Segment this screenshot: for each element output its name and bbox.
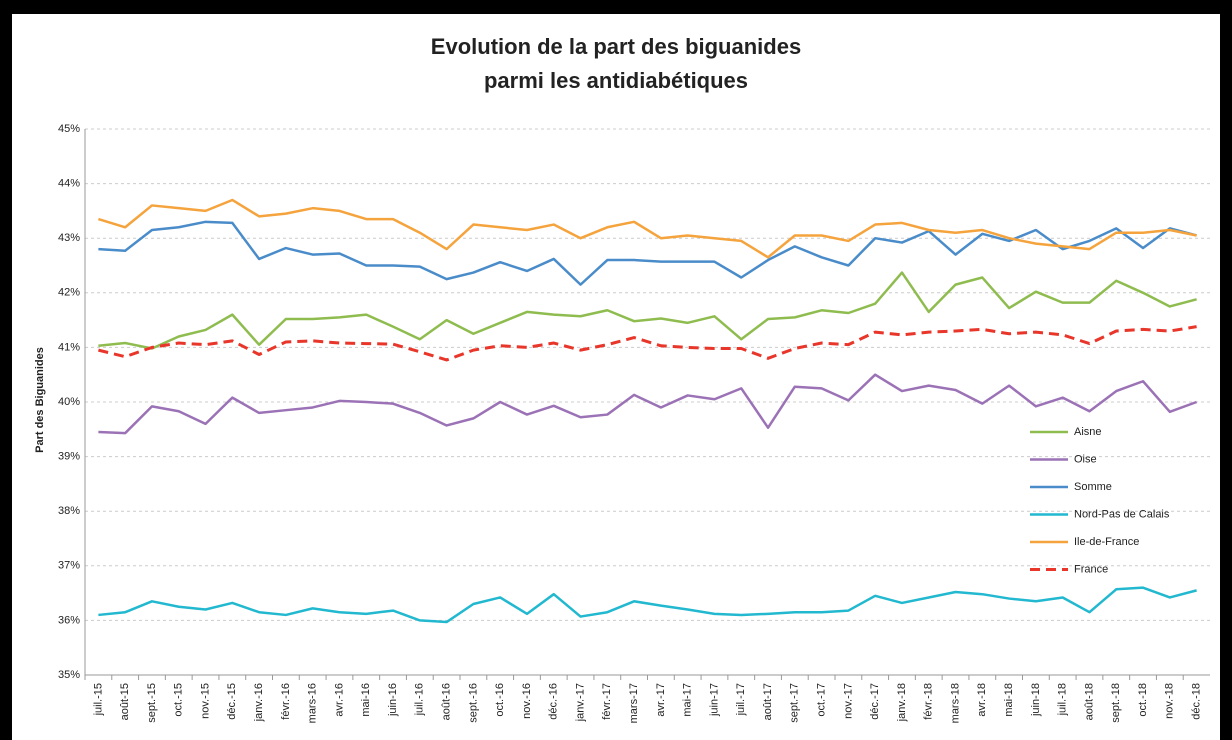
legend-label: Oise (1074, 453, 1097, 465)
x-tick-label: mars-18 (949, 683, 961, 723)
x-tick-label: févr.-16 (280, 683, 292, 720)
x-tick-label: déc.-17 (869, 683, 881, 720)
x-tick-label: mars-17 (628, 683, 640, 723)
x-tick-label: oct.-15 (173, 683, 185, 717)
x-tick-label: févr.-18 (923, 683, 935, 720)
legend-label: Ile-de-France (1074, 536, 1139, 548)
x-tick-label: août-18 (1083, 683, 1095, 720)
y-tick-label: 41% (58, 341, 80, 353)
x-tick-label: juin-16 (387, 683, 399, 717)
x-tick-label: janv.-18 (896, 683, 908, 722)
x-tick-label: déc.-16 (548, 683, 560, 720)
x-tick-label: août-15 (119, 683, 131, 720)
x-tick-label: mai-16 (360, 683, 372, 717)
x-tick-label: nov.-15 (199, 683, 211, 719)
x-tick-label: sept.-16 (467, 683, 479, 723)
y-tick-label: 45% (58, 123, 80, 135)
x-tick-label: janv.-16 (253, 683, 265, 722)
x-tick-label: nov.-17 (842, 683, 854, 719)
y-tick-label: 40% (58, 396, 80, 408)
x-tick-label: avr.-16 (333, 683, 345, 717)
y-axis-label: Part des Biguanides (34, 347, 46, 453)
chart-title: parmi les antidiabétiques (484, 68, 748, 93)
x-tick-label: juil.-18 (1057, 683, 1069, 716)
series-line (98, 271, 1197, 350)
y-tick-label: 36% (58, 614, 80, 626)
legend-label: Somme (1074, 481, 1112, 493)
x-tick-label: déc.-18 (1191, 683, 1203, 720)
x-tick-label: sept.-18 (1110, 683, 1122, 723)
chart-background (12, 14, 1220, 740)
legend-label: France (1074, 563, 1108, 575)
x-tick-label: sept.-15 (146, 683, 158, 723)
x-tick-label: nov.-16 (521, 683, 533, 719)
x-tick-label: mai-18 (1003, 683, 1015, 717)
x-tick-label: juil.-16 (414, 683, 426, 716)
x-tick-label: oct.-16 (494, 683, 506, 717)
x-tick-label: juin-17 (708, 683, 720, 717)
x-tick-label: juil.-17 (735, 683, 747, 716)
y-tick-label: 44% (58, 178, 80, 190)
y-tick-label: 38% (58, 505, 80, 517)
x-tick-label: août-17 (762, 683, 774, 720)
series-line (98, 325, 1197, 362)
x-tick-label: avr.-17 (655, 683, 667, 717)
x-tick-label: janv.-17 (574, 683, 586, 722)
y-tick-label: 39% (58, 451, 80, 463)
series-line (98, 586, 1197, 624)
legend-label: Nord-Pas de Calais (1074, 508, 1170, 520)
y-tick-label: 37% (58, 560, 80, 572)
y-tick-label: 43% (58, 232, 80, 244)
x-tick-label: sept.-17 (789, 683, 801, 723)
x-tick-label: avr.-18 (976, 683, 988, 717)
y-tick-label: 42% (58, 287, 80, 299)
x-tick-label: déc.-15 (226, 683, 238, 720)
x-tick-label: mars-16 (307, 683, 319, 723)
x-tick-label: août-16 (441, 683, 453, 720)
x-tick-label: mai-17 (682, 683, 694, 717)
chart-title: Evolution de la part des biguanides (431, 34, 801, 59)
x-tick-label: juil.-15 (92, 683, 104, 716)
x-tick-label: oct.-17 (816, 683, 828, 717)
series-line (98, 198, 1197, 259)
x-tick-label: oct.-18 (1137, 683, 1149, 717)
y-tick-label: 35% (58, 669, 80, 681)
x-tick-label: nov.-18 (1164, 683, 1176, 719)
series-line (98, 373, 1198, 435)
legend-label: Aisne (1074, 426, 1102, 438)
x-tick-label: juin-18 (1030, 683, 1042, 717)
x-tick-label: févr.-17 (601, 683, 613, 720)
